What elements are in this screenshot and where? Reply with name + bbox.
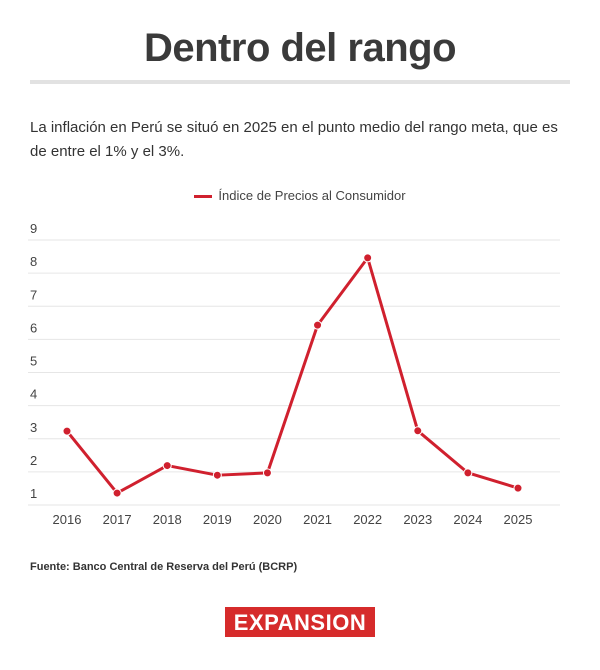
x-tick-label: 2020 [253, 512, 282, 527]
x-tick-label: 2018 [153, 512, 182, 527]
x-tick-label: 2016 [53, 512, 82, 527]
series-line [65, 256, 519, 495]
y-tick-label: 8 [30, 254, 37, 269]
y-tick-label: 7 [30, 287, 37, 302]
expansion-logo: EXPANSION [225, 607, 375, 637]
logo-wordmark: EXPANSION [234, 610, 366, 635]
title-divider [30, 80, 570, 84]
data-point [513, 483, 523, 493]
data-point [463, 468, 473, 478]
y-tick-label: 2 [30, 453, 37, 468]
data-point [212, 470, 222, 480]
chart-legend: Índice de Precios al Consumidor [0, 188, 600, 203]
subtitle: La inflación en Perú se situó en 2025 en… [30, 119, 558, 160]
x-tick-label: 2021 [303, 512, 332, 527]
x-tick-label: 2019 [203, 512, 232, 527]
legend-swatch [194, 195, 213, 199]
page-title: Dentro del rango [143, 26, 457, 70]
y-tick-label: 1 [30, 486, 37, 501]
y-tick-label: 5 [30, 354, 37, 369]
data-point [413, 426, 423, 436]
x-tick-label: 2024 [453, 512, 482, 527]
y-tick-label: 9 [30, 221, 37, 236]
x-tick-label: 2022 [353, 512, 382, 527]
y-tick-label: 4 [30, 387, 37, 402]
data-point [363, 253, 373, 263]
svg-text:EXPANSION: EXPANSION [234, 610, 366, 635]
data-point [162, 461, 172, 471]
data-point [262, 468, 272, 478]
data-point [112, 488, 122, 498]
legend-label: Índice de Precios al Consumidor [218, 188, 406, 203]
data-point [62, 426, 72, 436]
y-tick-label: 6 [30, 320, 37, 335]
x-tick-label: 2023 [403, 512, 432, 527]
x-tick-label: 2017 [103, 512, 132, 527]
x-tick-label: 2025 [504, 512, 533, 527]
line-chart: 1 2 3 4 5 6 7 8 9 2016 2017 2018 2019 2020 2021 2022 202… [28, 221, 560, 527]
y-tick-label: 3 [30, 420, 37, 435]
data-point [313, 320, 323, 330]
source-note: Fuente: Banco Central de Reserva del Per… [30, 561, 298, 573]
